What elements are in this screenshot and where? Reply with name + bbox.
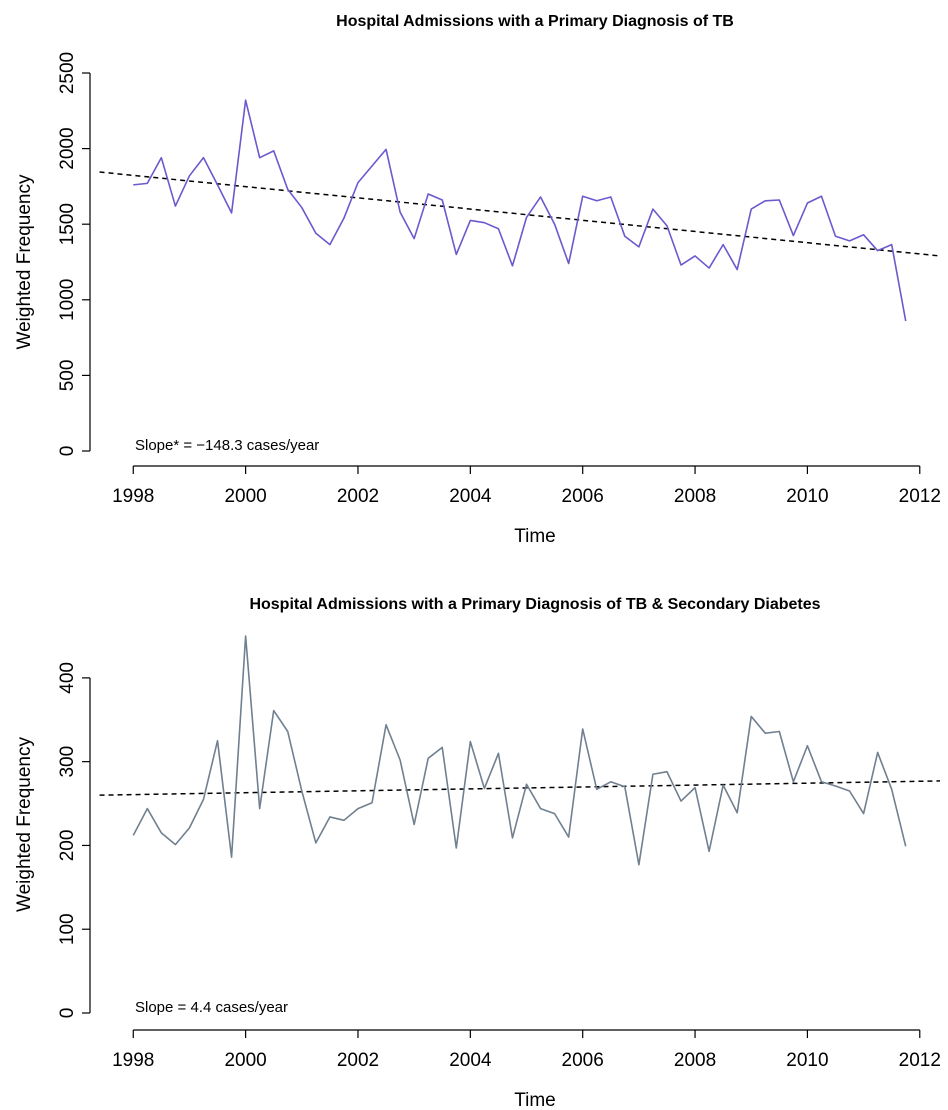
y-tick-label: 1500 bbox=[57, 203, 78, 245]
x-tick-label: 2004 bbox=[449, 486, 492, 507]
x-axis-label: Time bbox=[514, 526, 556, 547]
x-tick-label: 2010 bbox=[786, 486, 828, 507]
y-tick-label: 2500 bbox=[57, 52, 78, 94]
trend-line bbox=[99, 171, 941, 257]
y-tick-label: 500 bbox=[57, 360, 78, 392]
x-tick-label: 2006 bbox=[562, 1050, 604, 1071]
x-tick-label: 2012 bbox=[899, 486, 941, 507]
x-tick-label: 2008 bbox=[674, 1050, 716, 1071]
x-tick-label: 2012 bbox=[899, 1050, 941, 1071]
y-tick-label: 400 bbox=[57, 662, 78, 694]
x-tick-label: 2002 bbox=[337, 1050, 379, 1071]
x-tick-label: 1998 bbox=[112, 486, 154, 507]
y-tick-label: 200 bbox=[57, 830, 78, 862]
annotation: Slope = 4.4 cases/year bbox=[135, 999, 288, 1016]
chart-title: Hospital Admissions with a Primary Diagn… bbox=[336, 13, 734, 30]
x-axis-label: Time bbox=[514, 1090, 556, 1110]
y-tick-label: 0 bbox=[57, 446, 78, 457]
x-tick-label: 2010 bbox=[786, 1050, 828, 1071]
y-tick-label: 2000 bbox=[57, 127, 78, 169]
x-tick-label: 1998 bbox=[112, 1050, 154, 1071]
chart-title: Hospital Admissions with a Primary Diagn… bbox=[249, 596, 820, 613]
x-tick-label: 2008 bbox=[674, 486, 716, 507]
data-line bbox=[132, 635, 907, 866]
x-tick-label: 2004 bbox=[449, 1050, 492, 1071]
y-tick-label: 1000 bbox=[57, 279, 78, 321]
x-tick-label: 2000 bbox=[224, 1050, 266, 1071]
y-tick-label: 100 bbox=[57, 913, 78, 945]
data-line bbox=[133, 99, 907, 322]
x-tick-label: 2000 bbox=[224, 486, 266, 507]
y-tick-label: 0 bbox=[57, 1008, 78, 1019]
annotation: Slope* = −148.3 cases/year bbox=[135, 437, 319, 454]
x-tick-label: 2006 bbox=[562, 486, 604, 507]
y-tick-label: 300 bbox=[57, 746, 78, 778]
x-tick-label: 2002 bbox=[337, 486, 379, 507]
y-axis-label: Weighted Frequency bbox=[14, 737, 35, 912]
trend-line bbox=[99, 780, 941, 796]
y-axis-label: Weighted Frequency bbox=[14, 174, 35, 349]
